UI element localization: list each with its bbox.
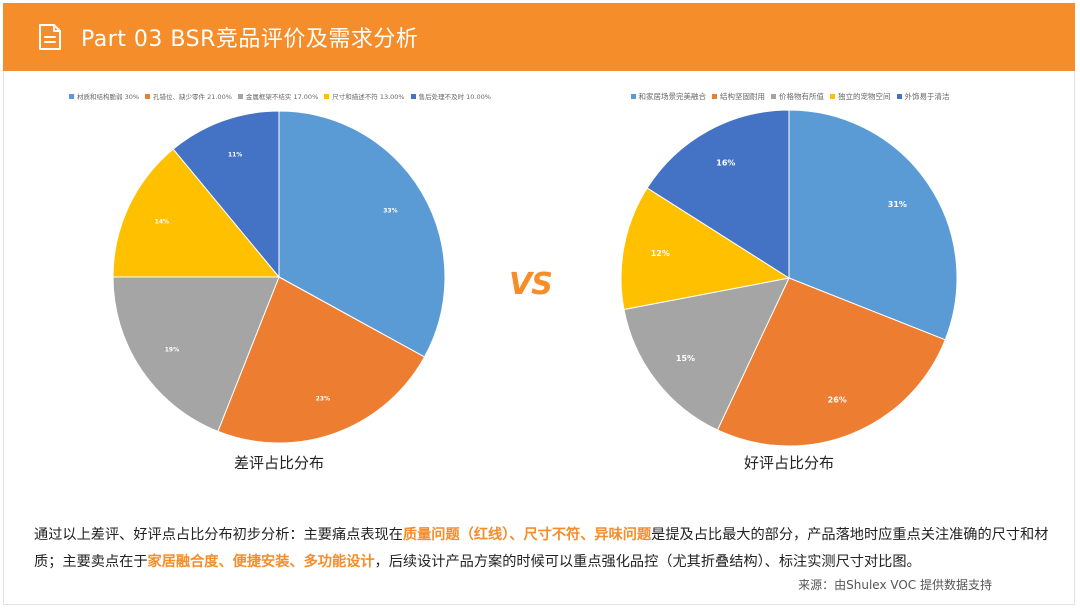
slice-data-label: 19% <box>165 346 179 353</box>
legend-item: 价格物有所值 <box>771 91 824 102</box>
legend-item: 独立的宠物空间 <box>830 91 891 102</box>
slice-data-label: 15% <box>676 354 695 363</box>
pie-slice <box>172 110 280 279</box>
pie-slice <box>217 276 426 444</box>
legend-item: 金属框架不结实 17.00% <box>237 91 319 101</box>
legend-swatch <box>237 93 243 99</box>
legend-swatch <box>712 93 717 99</box>
selling-points-highlight: 家居融合度、便捷安装、多功能设计 <box>147 554 375 570</box>
summary-text: ，后续设计产品方案的时候可以重点强化品控（尤其折叠结构）、标注实测尺寸对比图。 <box>374 554 921 570</box>
legend-label: 外饰易于清洁 <box>904 91 950 101</box>
pie-chart: 31% 26% 15% 12% 16% <box>620 109 958 447</box>
legend-label: 售后处理不及时 10.00% <box>418 93 491 101</box>
legend-label: 金属框架不结实 17.00% <box>245 93 319 101</box>
legend-label: 尺寸和描述不符 13.00% <box>332 93 405 101</box>
slice-data-label: 14% <box>155 218 169 225</box>
legend-item: 尺寸和描述不符 13.00% <box>324 91 405 101</box>
legend-swatch <box>896 93 902 99</box>
legend-swatch <box>771 93 776 99</box>
negative-review-chart: 材质和结构脆弱 30% 孔错位、缺少零件 21.00% 金属框架不结实 17.00%… <box>55 88 505 488</box>
legend-label: 和家居场景完美融合 <box>638 91 707 101</box>
pie-slice <box>623 277 790 431</box>
slice-data-label: 33% <box>383 208 397 215</box>
legend-swatch <box>145 93 151 99</box>
legend-label: 孔错位、缺少零件 21.00% <box>153 93 232 101</box>
pie-slice <box>112 148 281 278</box>
chart-caption-positive: 好评占比分布 <box>743 454 835 472</box>
legend-label: 材质和结构脆弱 30% <box>77 93 140 101</box>
summary-text: 是提及占比最大的部分，产品落地时应重点关注准确的尺寸和材质；主要卖点在于 <box>34 527 1049 570</box>
legend-swatch <box>324 93 330 99</box>
slice-data-label: 11% <box>228 152 242 159</box>
legend-item: 结构坚固耐用 <box>712 91 765 102</box>
legend-label: 价格物有所值 <box>779 91 824 101</box>
slice-data-label: 16% <box>716 159 735 168</box>
slice-data-label: 23% <box>316 395 330 402</box>
legend-item: 和家居场景完美融合 <box>630 91 707 102</box>
data-source-note: 来源：由Shulex VOC 提供数据支持 <box>798 578 992 592</box>
pie-slice <box>646 109 790 279</box>
positive-review-chart: 和家居场景完美融合 结构坚固耐用 价格物有所值 独立的宠物空间 外饰易于清洁 31% 26… <box>565 88 1015 488</box>
header-bar: Part 03 BSR竞品评价及需求分析 <box>3 3 1075 71</box>
chart-caption-negative: 差评占比分布 <box>233 454 325 472</box>
legend-label: 结构坚固耐用 <box>720 91 765 101</box>
pie-slice <box>716 277 946 447</box>
pain-points-highlight: 质量问题（红线）、尺寸不符、异味问题 <box>402 527 652 543</box>
legend-swatch <box>410 93 416 99</box>
legend-swatch <box>830 93 835 99</box>
pie-slice <box>788 109 958 341</box>
summary-text: 通过以上差评、好评点占比分布初步分析：主要痛点表现在 <box>34 527 403 543</box>
vs-label: VS <box>509 267 553 302</box>
legend-swatch <box>69 93 75 99</box>
analysis-summary: 通过以上差评、好评点占比分布初步分析：主要痛点表现在质量问题（红线）、尺寸不符、… <box>34 522 1049 576</box>
chart-legend: 和家居场景完美融合 结构坚固耐用 价格物有所值 独立的宠物空间 外饰易于清洁 <box>565 88 1015 104</box>
slice-data-label: 12% <box>651 249 670 258</box>
chart-legend: 材质和结构脆弱 30% 孔错位、缺少零件 21.00% 金属框架不结实 17.00%… <box>55 88 505 104</box>
page-title: Part 03 BSR竞品评价及需求分析 <box>81 27 419 52</box>
legend-item: 材质和结构脆弱 30% <box>69 91 139 101</box>
slice-data-label: 31% <box>888 200 907 209</box>
document-icon <box>39 24 61 50</box>
legend-label: 独立的宠物空间 <box>838 91 891 101</box>
pie-slice <box>112 276 280 432</box>
legend-item: 外饰易于清洁 <box>896 91 950 102</box>
legend-item: 售后处理不及时 10.00% <box>410 91 491 101</box>
legend-swatch <box>630 93 636 99</box>
pie-slice <box>278 110 446 358</box>
pie-chart: 33% 23% 19% 14% 11% <box>112 110 446 444</box>
legend-item: 孔错位、缺少零件 21.00% <box>145 91 232 101</box>
slice-data-label: 26% <box>828 395 847 404</box>
pie-slice <box>620 187 791 311</box>
